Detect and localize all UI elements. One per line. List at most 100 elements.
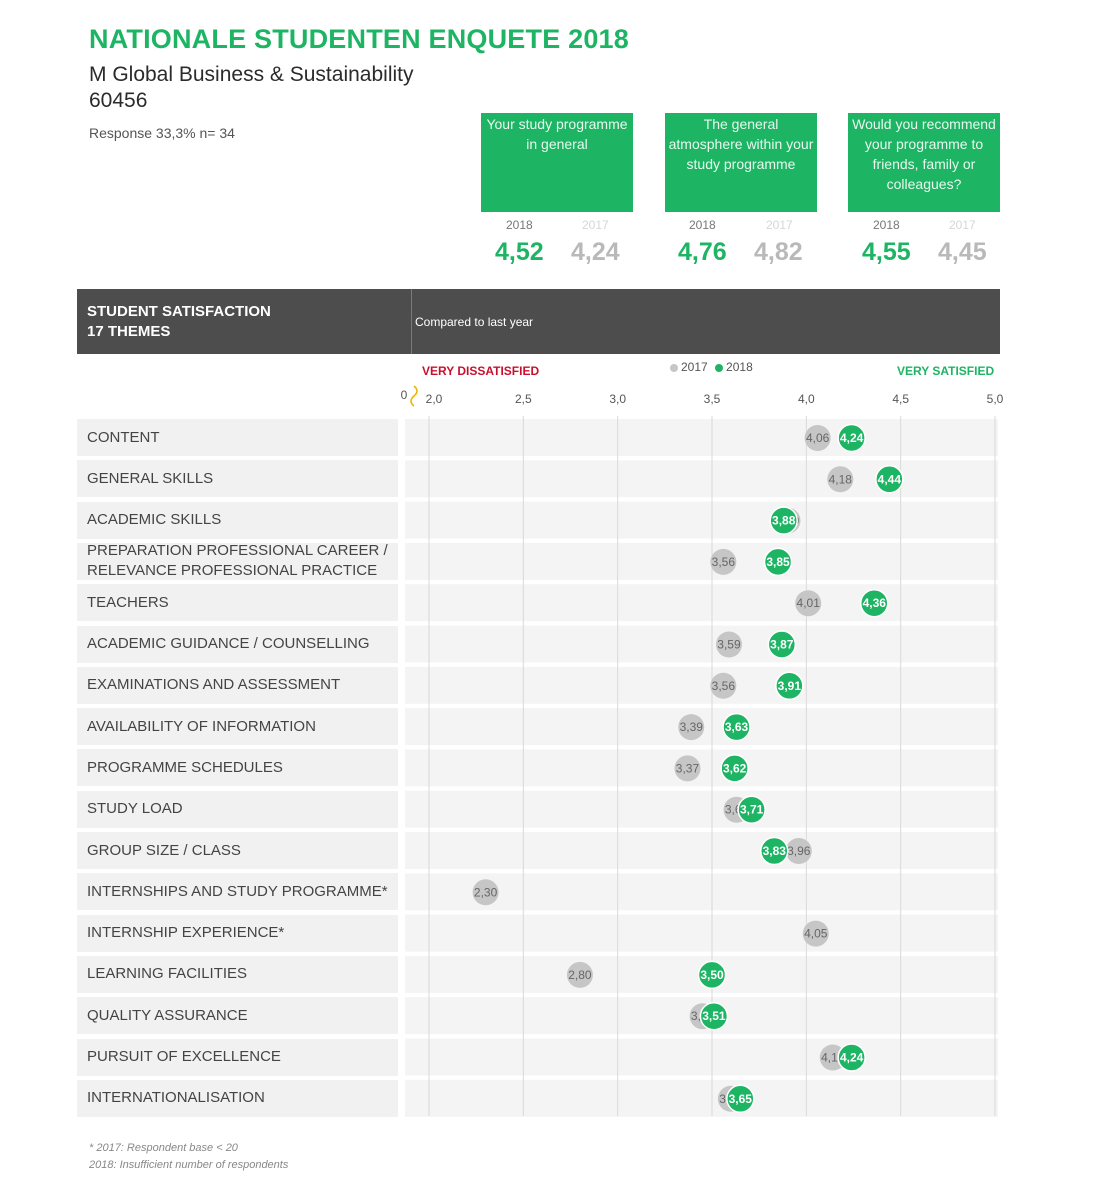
value-label-2018: 4,24: [840, 431, 864, 445]
value-label-2017: 3,39: [680, 720, 704, 734]
value-label-2018: 3,65: [729, 1092, 753, 1106]
theme-label: GROUP SIZE / CLASS: [77, 832, 398, 869]
value-label-2018: 4,36: [863, 596, 887, 610]
marker-2017: [710, 672, 737, 699]
theme-label: STUDY LOAD: [77, 790, 398, 828]
kpi-value-current: 4,76: [678, 238, 727, 266]
compare-label: Compared to last year: [415, 315, 534, 329]
kpi-value-previous: 4,82: [754, 238, 803, 266]
marker-2017: [804, 425, 831, 451]
header-divider: [411, 289, 412, 354]
theme-label: INTERNATIONALISATION: [77, 1079, 398, 1117]
marker-2018: [769, 506, 798, 535]
footnote: * 2017: Respondent base < 20 2018: Insuf…: [89, 1140, 288, 1174]
satisfaction-title-line2: 17 THEMES: [87, 323, 171, 340]
marker-2018: [737, 795, 766, 824]
theme-label: INTERNSHIPS AND STUDY PROGRAMME*: [77, 873, 398, 911]
kpi-value-current: 4,52: [495, 238, 544, 266]
marker-2018: [697, 960, 727, 990]
kpi-year-current: 2018: [506, 218, 533, 232]
kpi-general-atmosphere: The general atmosphere within your study…: [665, 113, 817, 268]
kpi-label: Would you recommend your programme to fr…: [848, 113, 1000, 212]
marker-2017: [785, 838, 812, 864]
value-label-2017: 4,01: [797, 596, 821, 610]
marker-2017: [802, 920, 829, 947]
kpi-label: The general atmosphere within your study…: [665, 113, 817, 212]
marker-2018: [760, 836, 789, 866]
marker-2018: [837, 1043, 866, 1072]
row-band: [405, 1038, 998, 1076]
satisfaction-title-line1: STUDENT SATISFACTION: [87, 303, 271, 320]
marker-2018: [860, 588, 889, 618]
row-band: [405, 542, 998, 580]
value-label-2017: 3,37: [676, 761, 700, 775]
value-label-2018: 3,62: [723, 761, 747, 775]
theme-label: TEACHERS: [77, 584, 398, 622]
theme-label: GENERAL SKILLS: [77, 460, 398, 498]
value-label-2018: 3,87: [770, 638, 794, 652]
x-tick-label: 3,5: [704, 392, 721, 406]
marker-2018: [720, 754, 749, 783]
response-rate: Response 33,3% n= 34: [89, 125, 235, 141]
marker-2017: [795, 590, 822, 617]
very-dissatisfied-label: VERY DISSATISFIED: [422, 364, 540, 378]
value-label-2018: 3,91: [778, 679, 802, 693]
x-tick-label: 3,0: [609, 392, 626, 406]
value-label-2017: 3,59: [717, 638, 741, 652]
marker-2017: [674, 755, 701, 782]
page-title: NATIONALE STUDENTEN ENQUETE 2018: [89, 24, 629, 54]
marker-2018: [875, 465, 904, 494]
row-band: [405, 625, 998, 663]
row-band: [405, 419, 998, 456]
row-band: [405, 666, 998, 704]
value-label-2017: 3,56: [712, 679, 736, 693]
kpi-year-previous: 2017: [582, 218, 609, 232]
footnote-line2: 2018: Insufficient number of respondents: [89, 1159, 289, 1171]
x-tick-label: 2,5: [515, 392, 532, 406]
x-tick-label: 2,0: [426, 392, 443, 406]
marker-2018: [722, 712, 751, 742]
row-band: [405, 501, 998, 539]
value-label-2017: 4,18: [829, 472, 853, 486]
kpi-year-previous: 2017: [949, 218, 976, 232]
row-band: [405, 584, 998, 622]
marker-2018: [763, 547, 793, 577]
theme-label: EXAMINATIONS AND ASSESSMENT: [77, 666, 398, 704]
footnote-line1: * 2017: Respondent base < 20: [89, 1142, 238, 1154]
value-label-2017: 4,06: [806, 431, 830, 445]
theme-label: ACADEMIC GUIDANCE / COUNSELLING: [77, 625, 398, 663]
kpi-year-previous: 2017: [766, 218, 793, 232]
value-label-2017: 2,30: [474, 885, 498, 899]
marker-2017: [827, 466, 854, 493]
value-label-2018: 3,85: [766, 555, 790, 569]
value-label-2018: 3,63: [725, 720, 749, 734]
programme-info: M Global Business & Sustainability 60456: [89, 62, 414, 114]
very-satisfied-label: VERY SATISFIED: [897, 364, 995, 378]
value-label-2018: 3,51: [702, 1009, 726, 1023]
theme-label: QUALITY ASSURANCE: [77, 997, 398, 1035]
programme-name: M Global Business & Sustainability: [89, 63, 414, 86]
theme-label: PROGRAMME SCHEDULES: [77, 749, 398, 787]
satisfaction-title: STUDENT SATISFACTION 17 THEMES: [87, 302, 271, 342]
row-band: [405, 460, 998, 498]
value-label-2017: 2,80: [568, 968, 592, 982]
theme-label: PREPARATION PROFESSIONAL CAREER / RELEVA…: [77, 542, 398, 580]
kpi-label: Your study programme in general: [481, 113, 633, 212]
value-label-2017: 3,96: [787, 844, 811, 858]
theme-label: PURSUIT OF EXCELLENCE: [77, 1038, 398, 1076]
axis-zero-label: 0: [401, 388, 408, 402]
row-band: [405, 832, 998, 869]
marker-2018: [775, 671, 804, 701]
theme-label: LEARNING FACILITIES: [77, 955, 398, 993]
x-tick-label: 4,5: [892, 392, 909, 406]
theme-label: CONTENT: [77, 419, 398, 456]
kpi-study-programme: Your study programme in general 2018 201…: [481, 113, 633, 268]
kpi-year-current: 2018: [689, 218, 716, 232]
kpi-recommend: Would you recommend your programme to fr…: [848, 113, 1000, 268]
row-band: [405, 873, 998, 911]
kpi-value-previous: 4,45: [938, 238, 987, 266]
kpi-value-current: 4,55: [862, 238, 911, 266]
row-band: [405, 914, 998, 952]
legend-2018-label: 2018: [726, 360, 753, 374]
